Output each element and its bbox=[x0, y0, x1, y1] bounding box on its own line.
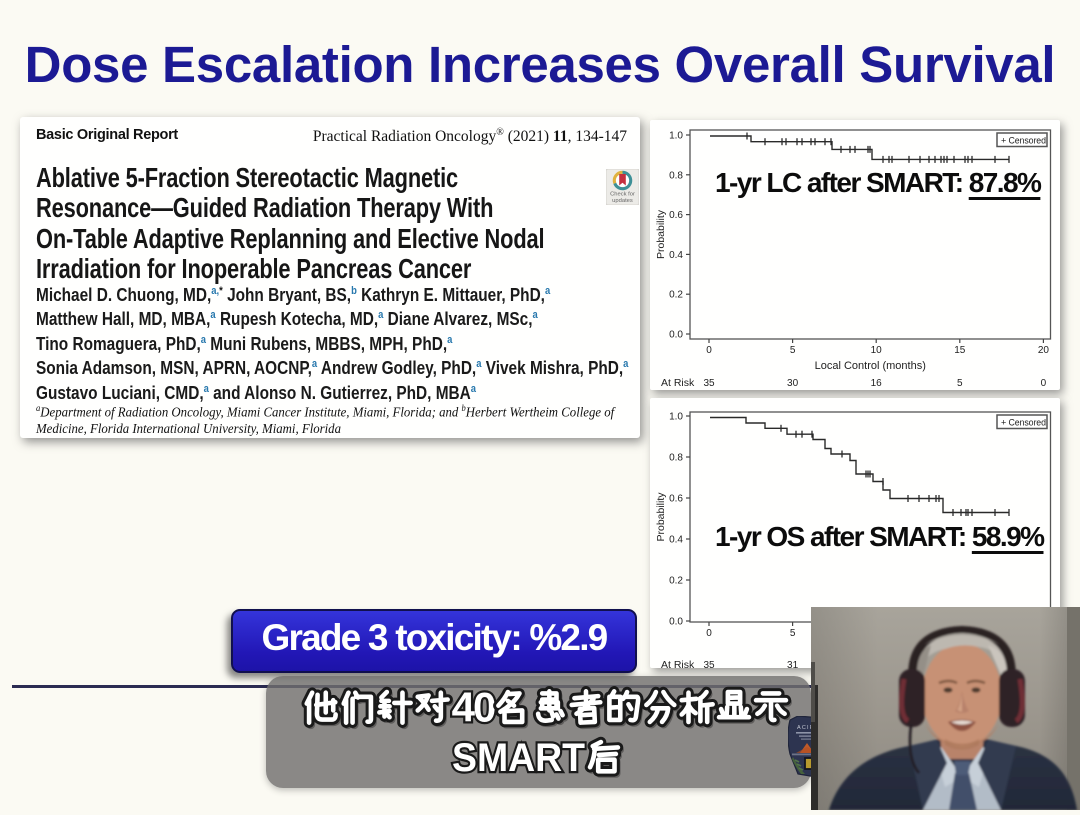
svg-text:Censored: Censored bbox=[1009, 135, 1047, 145]
svg-text:At Risk: At Risk bbox=[661, 659, 695, 668]
svg-text:+: + bbox=[1001, 417, 1006, 427]
svg-text:20: 20 bbox=[1038, 345, 1050, 356]
svg-text:5: 5 bbox=[790, 345, 796, 356]
svg-text:updates: updates bbox=[612, 198, 633, 204]
svg-text:15: 15 bbox=[954, 345, 966, 356]
svg-text:40: 40 bbox=[452, 684, 495, 731]
svg-text:0: 0 bbox=[706, 628, 712, 639]
svg-text:0.0: 0.0 bbox=[669, 330, 683, 341]
svg-text:5: 5 bbox=[790, 628, 796, 639]
svg-text:Check for: Check for bbox=[610, 192, 635, 198]
svg-text:1.0: 1.0 bbox=[669, 131, 683, 142]
svg-text:30: 30 bbox=[787, 378, 799, 389]
svg-text:0.8: 0.8 bbox=[669, 453, 683, 464]
svg-text:35: 35 bbox=[703, 378, 715, 389]
svg-text:0.6: 0.6 bbox=[669, 210, 683, 221]
svg-text:At Risk: At Risk bbox=[661, 377, 695, 389]
svg-text:10: 10 bbox=[871, 345, 883, 356]
svg-text:0.4: 0.4 bbox=[669, 250, 683, 261]
svg-text:0.8: 0.8 bbox=[669, 170, 683, 181]
svg-text:SMART: SMART bbox=[452, 736, 585, 780]
svg-text:0.6: 0.6 bbox=[669, 494, 683, 505]
svg-text:0: 0 bbox=[706, 345, 712, 356]
svg-text:Probability: Probability bbox=[655, 492, 667, 542]
svg-text:+: + bbox=[1001, 135, 1006, 145]
svg-text:0.2: 0.2 bbox=[669, 576, 683, 587]
svg-text:16: 16 bbox=[871, 378, 883, 389]
svg-text:31: 31 bbox=[787, 660, 799, 668]
svg-text:Local Control (months): Local Control (months) bbox=[815, 360, 926, 372]
svg-text:Probability: Probability bbox=[655, 209, 667, 259]
svg-text:5: 5 bbox=[957, 378, 963, 389]
svg-text:0.0: 0.0 bbox=[669, 617, 683, 628]
svg-text:Censored: Censored bbox=[1009, 417, 1047, 427]
svg-text:0.4: 0.4 bbox=[669, 535, 683, 546]
svg-text:0.2: 0.2 bbox=[669, 290, 683, 301]
svg-text:1.0: 1.0 bbox=[669, 412, 683, 423]
svg-text:ACIR: ACIR bbox=[797, 725, 815, 731]
svg-text:0: 0 bbox=[1041, 378, 1047, 389]
svg-text:35: 35 bbox=[703, 660, 715, 668]
